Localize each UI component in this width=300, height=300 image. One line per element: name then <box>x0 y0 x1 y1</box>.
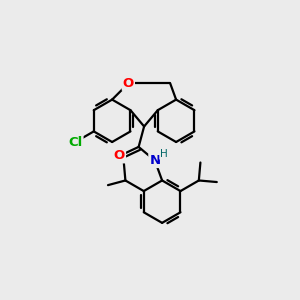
Text: O: O <box>123 77 134 90</box>
Text: N: N <box>149 154 161 167</box>
Text: Cl: Cl <box>68 136 83 148</box>
Text: H: H <box>160 149 168 159</box>
Text: O: O <box>114 149 125 162</box>
